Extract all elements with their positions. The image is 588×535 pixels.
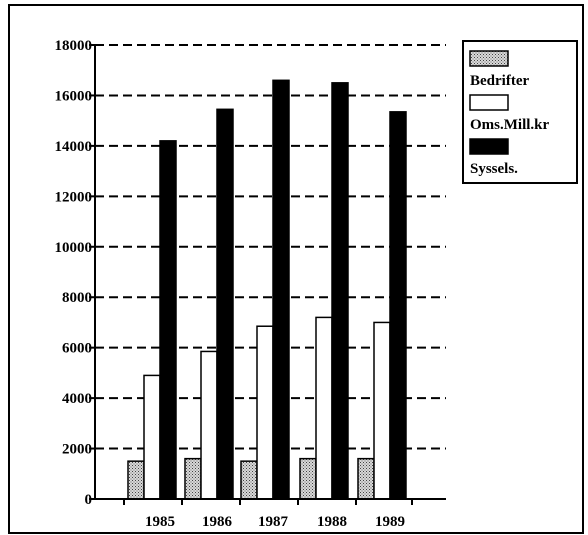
bar-oms-mill-kr-1989 [373, 321, 391, 500]
bars-group [127, 79, 407, 500]
bar-syssels--1989 [389, 111, 407, 500]
y-tick-label: 12000 [55, 189, 93, 205]
y-tick-label: 2000 [62, 442, 92, 458]
bar-syssels--1985 [159, 140, 177, 500]
bar-syssels--1987 [272, 79, 290, 500]
x-tick-label: 1988 [317, 514, 347, 530]
legend-label: Bedrifter [470, 73, 529, 89]
bar-oms-mill-kr-1987 [256, 325, 274, 500]
axes [89, 44, 446, 505]
bar-bedrifter-1985 [127, 460, 145, 500]
bar-oms-mill-kr-1985 [143, 374, 161, 500]
x-tick-label: 1987 [258, 514, 289, 530]
legend: Bedrifter Oms.Mill.kr Syssels. [462, 40, 578, 184]
legend-swatch [469, 138, 509, 155]
bar-bedrifter-1988 [299, 457, 317, 500]
bar-syssels--1986 [216, 108, 234, 500]
legend-label: Oms.Mill.kr [470, 117, 550, 133]
bar-bedrifter-1989 [357, 457, 375, 500]
y-tick-label: 8000 [62, 290, 92, 306]
x-tick-label: 1985 [145, 514, 175, 530]
bar-oms-mill-kr-1988 [315, 316, 333, 500]
y-tick-label: 4000 [62, 391, 92, 407]
legend-label: Syssels. [470, 161, 518, 177]
y-tick-label: 14000 [55, 139, 93, 155]
legend-swatch [469, 94, 509, 111]
x-tick-label: 1989 [375, 514, 405, 530]
bar-oms-mill-kr-1986 [200, 350, 218, 500]
y-tick-labels: 0 2000 4000 6000 8000 10000 12000 14000 16000 180… [55, 38, 93, 508]
y-tick-label: 16000 [55, 88, 93, 104]
y-tick-label: 0 [85, 492, 93, 508]
y-tick-label: 6000 [62, 341, 92, 357]
legend-swatch [469, 50, 509, 67]
y-tick-label: 10000 [55, 240, 93, 256]
bar-bedrifter-1987 [240, 460, 258, 500]
bar-bedrifter-1986 [184, 457, 202, 500]
x-tick-labels: 1985 1986 1987 1988 1989 [145, 514, 405, 530]
y-tick-label: 18000 [55, 38, 93, 54]
bar-syssels--1988 [331, 82, 349, 500]
x-tick-label: 1986 [202, 514, 233, 530]
